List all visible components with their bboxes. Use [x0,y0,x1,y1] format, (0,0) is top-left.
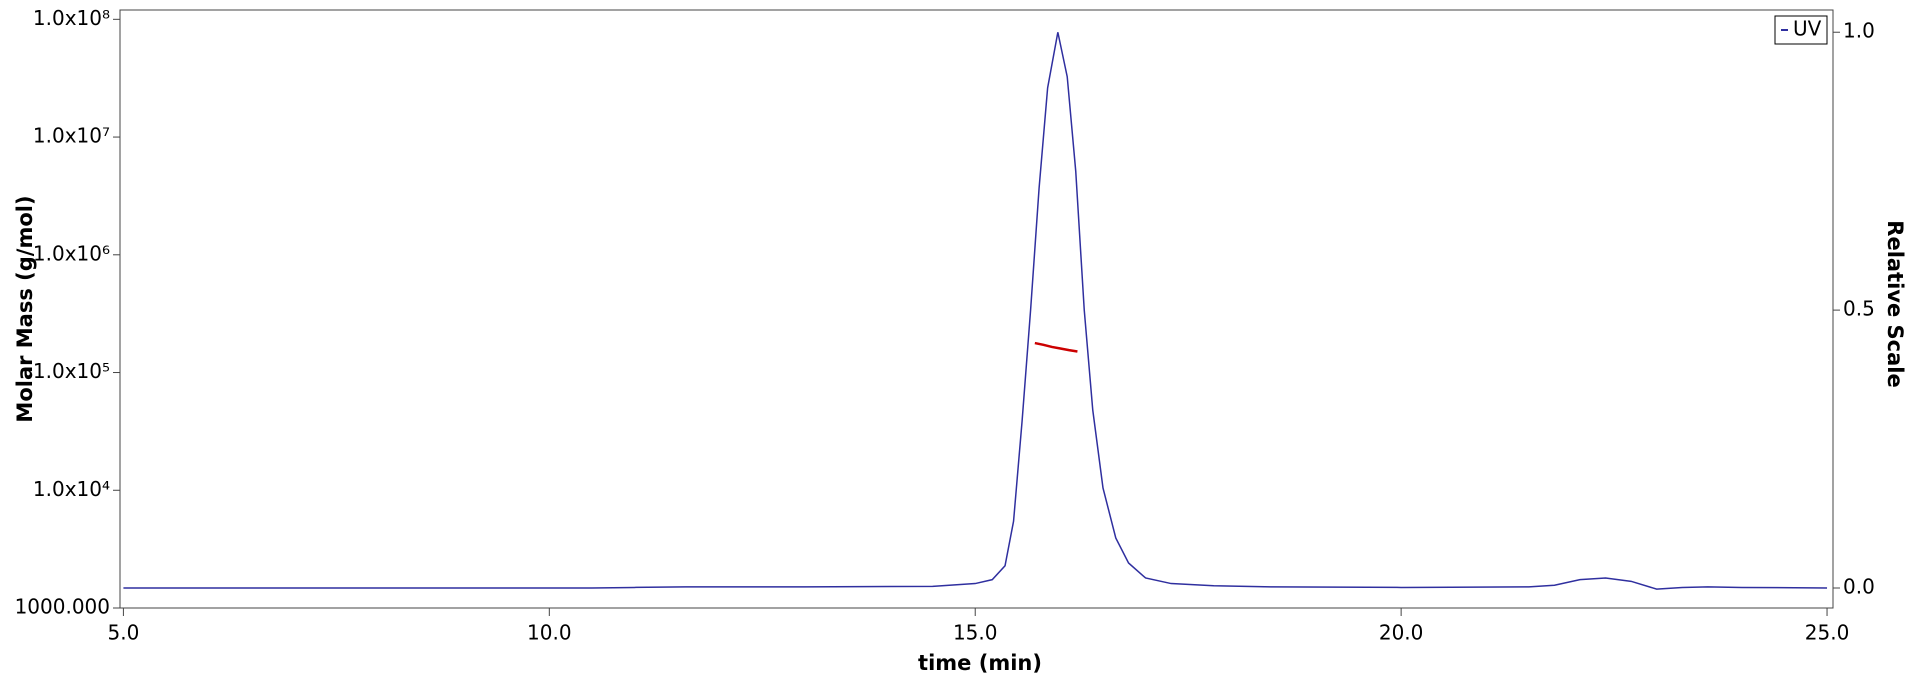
y2-tick-label: 0.0 [1843,574,1875,598]
x-tick-label: 20.0 [1379,621,1424,645]
y-tick-label: 1000.000 [15,595,110,619]
y-tick-label: 1.0x10⁸ [33,6,110,30]
plot-frame [119,9,1834,609]
x-tick-label: 10.0 [527,621,572,645]
x-tick-label: 25.0 [1805,621,1850,645]
x-axis-title: time (min) [918,651,1042,675]
y-tick-label: 1.0x10⁶ [33,241,110,265]
legend-label: UV [1793,17,1822,41]
y-axis-title: Molar Mass (g/mol) [13,195,37,422]
y2-tick-label: 0.5 [1843,297,1875,321]
y2-tick-label: 1.0 [1843,19,1875,43]
series-line [1034,341,1078,353]
x-tick-label: 5.0 [108,621,140,645]
y-tick-label: 1.0x10⁴ [33,477,110,501]
y-tick-label: 1.0x10⁵ [33,359,110,383]
series-line [123,32,1828,590]
y2-axis-title: Relative Scale [1883,220,1907,387]
x-tick-label: 15.0 [953,621,998,645]
y-tick-label: 1.0x10⁷ [33,124,110,148]
